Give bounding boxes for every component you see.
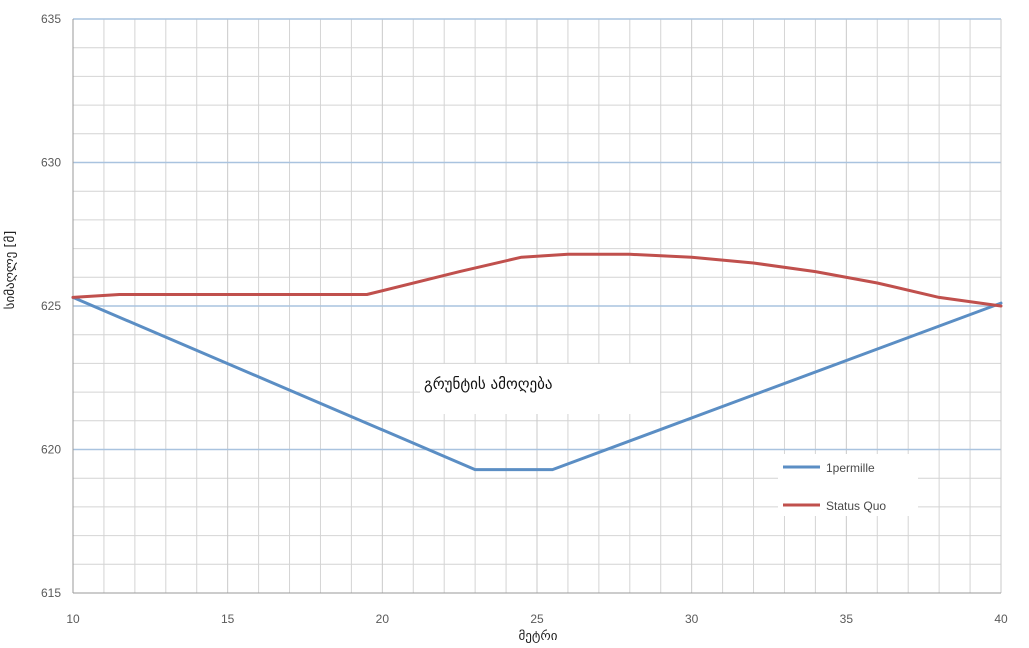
x-tick-label: 15 [221, 612, 235, 626]
x-tick-label: 20 [376, 612, 390, 626]
annotation-label: გრუნტის ამოღება [424, 375, 553, 393]
legend: 1permille Status Quo [778, 454, 918, 516]
series-line-1permille [71, 295, 1003, 472]
series-line-status-quo [71, 252, 1003, 308]
x-tick-label: 10 [66, 612, 80, 626]
y-tick-label: 630 [41, 156, 61, 170]
x-tick-label: 30 [685, 612, 699, 626]
series-lines [71, 252, 1003, 472]
y-tick-label: 635 [41, 12, 61, 26]
x-tick-label: 25 [530, 612, 544, 626]
y-tick-label: 615 [41, 586, 61, 600]
x-axis-title: მეტრი [519, 629, 558, 644]
annotation-box: გრუნტის ამოღება [420, 364, 660, 414]
legend-label-1permille: 1permille [826, 461, 875, 475]
y-tick-label: 620 [41, 443, 61, 457]
legend-label-status-quo: Status Quo [826, 499, 886, 513]
x-tick-label: 40 [994, 612, 1008, 626]
y-axis-title: სიმაღლე [მ] [3, 231, 18, 310]
x-tick-label: 35 [840, 612, 854, 626]
y-tick-label: 625 [41, 299, 61, 313]
annotation-background [420, 364, 660, 414]
tick-labels: 10 15 20 25 30 35 40 615 620 625 630 635 [41, 12, 1008, 626]
